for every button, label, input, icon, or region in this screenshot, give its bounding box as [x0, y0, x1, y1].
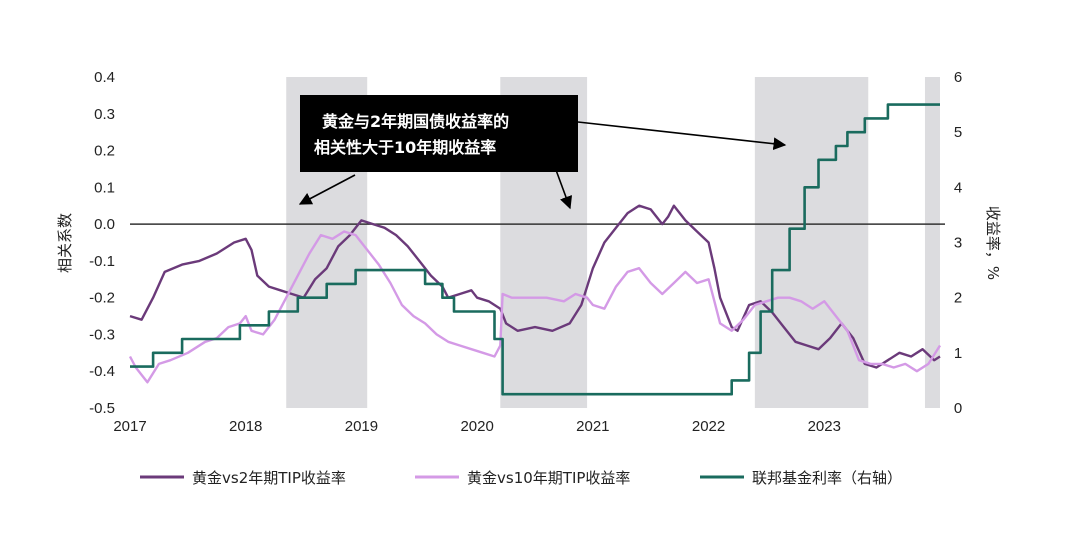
- y-right-tick-label: 6: [954, 69, 962, 86]
- x-tick-label: 2021: [576, 418, 609, 435]
- shaded-period-4: [924, 77, 940, 408]
- y-axis-left-title: 相关系数: [56, 213, 74, 273]
- y-left-tick-label: 0.0: [94, 216, 115, 233]
- x-tick-label: 2017: [113, 418, 146, 435]
- x-tick-label: 2019: [345, 418, 378, 435]
- annotation-line-1: 黄金与2年期国债收益率的: [322, 112, 509, 131]
- annotation-arrows: [298, 121, 787, 210]
- y-right-tick-label: 0: [954, 400, 962, 417]
- y-right-tick-label: 3: [954, 235, 962, 252]
- y-left-tick-label: -0.2: [89, 290, 115, 307]
- y-left-tick-label: 0.2: [94, 143, 115, 160]
- x-tick-labels: 2017 2018 2019 2020 2021 2022 2023: [113, 418, 841, 435]
- y-left-tick-labels: 0.4 0.3 0.2 0.1 0.0 -0.1 -0.2 -0.3 -0.4 -0.5: [89, 69, 115, 417]
- legend: 黄金vs2年期TIP收益率 黄金vs10年期TIP收益率 联邦基金利率（右轴）: [140, 469, 902, 487]
- y-left-tick-label: -0.5: [89, 400, 115, 417]
- y-right-tick-label: 5: [954, 124, 962, 141]
- y-right-tick-label: 2: [954, 290, 962, 307]
- legend-label-3: 联邦基金利率（右轴）: [752, 469, 902, 487]
- series-lines: [128, 103, 942, 396]
- y-right-tick-label: 1: [954, 345, 962, 362]
- series-line-3: [130, 103, 940, 396]
- legend-label-2: 黄金vs10年期TIP收益率: [467, 469, 630, 487]
- y-left-tick-label: 0.3: [94, 106, 115, 123]
- annotation-arrow-1: [298, 174, 356, 205]
- annotation-background: [300, 95, 578, 172]
- x-tick-label: 2022: [692, 418, 725, 435]
- y-right-tick-labels: 6 5 4 3 2 1 0: [954, 69, 962, 417]
- series-line-2: [128, 230, 942, 384]
- y-left-tick-label: 0.4: [94, 69, 115, 86]
- annotation-arrow-3: [577, 121, 787, 151]
- y-right-tick-label: 4: [954, 179, 962, 196]
- y-left-tick-label: -0.3: [89, 326, 115, 343]
- annotation-arrow-2: [555, 169, 573, 210]
- y-left-tick-label: -0.1: [89, 253, 115, 270]
- shaded-period-3: [754, 77, 869, 408]
- legend-label-1: 黄金vs2年期TIP收益率: [192, 469, 346, 487]
- x-tick-label: 2023: [808, 418, 841, 435]
- series-line-1: [129, 204, 941, 369]
- x-tick-label: 2020: [460, 418, 493, 435]
- y-axis-right-title: 收益率，%: [984, 206, 1002, 280]
- annotation-line-2: 相关性大于10年期收益率: [314, 138, 496, 157]
- y-left-tick-label: -0.4: [89, 363, 115, 380]
- y-left-tick-label: 0.1: [94, 179, 115, 196]
- x-tick-label: 2018: [229, 418, 262, 435]
- annotation-box: 黄金与2年期国债收益率的 相关性大于10年期收益率: [300, 95, 578, 172]
